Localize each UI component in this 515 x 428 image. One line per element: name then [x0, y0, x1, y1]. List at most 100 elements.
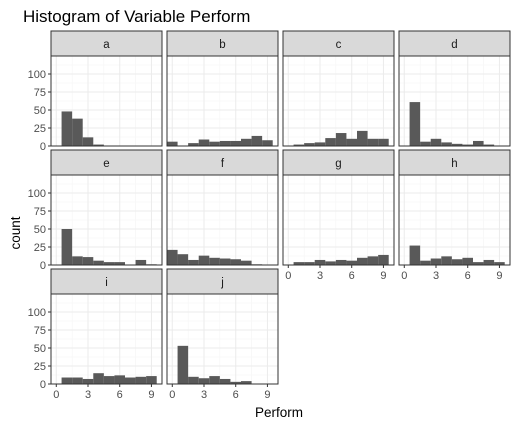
histogram-bar — [325, 261, 336, 265]
x-tick-label: 0 — [53, 389, 59, 401]
panel-border — [50, 293, 163, 385]
histogram-bar — [262, 140, 273, 146]
y-tick-label: 75 — [34, 87, 46, 99]
histogram-bar — [230, 259, 241, 265]
histogram-bar — [219, 258, 231, 265]
y-tick-label: 25 — [34, 123, 46, 135]
x-tick-label: 0 — [285, 270, 291, 282]
facet-panel-b: b — [166, 30, 279, 147]
facet-strip — [50, 149, 163, 176]
histogram-bar — [125, 377, 136, 384]
histogram-bar — [241, 138, 252, 146]
y-tick-label: 25 — [34, 361, 46, 373]
panel-border — [166, 293, 279, 385]
histogram-bar — [251, 135, 263, 146]
facet-panel-a: a 0 25 50 75 100 — [28, 30, 163, 153]
facet-strip-label: b — [219, 39, 225, 51]
histogram-bar — [93, 373, 104, 384]
histogram-bar — [114, 262, 125, 265]
x-tick-label: 9 — [264, 389, 270, 401]
histogram-bar — [241, 381, 252, 384]
chart-title: Histogram of Variable Perform — [23, 7, 250, 26]
histogram-bar — [473, 262, 484, 265]
y-tick-label: 75 — [34, 206, 46, 218]
histogram-bar — [93, 144, 104, 146]
x-axis-title: Perform — [255, 405, 303, 420]
histogram-bar — [357, 130, 368, 146]
histogram-bar — [304, 262, 315, 265]
histogram-bar — [72, 256, 83, 265]
histogram-bar — [430, 138, 442, 146]
histogram-bar — [314, 259, 326, 265]
histogram-bar — [82, 378, 94, 384]
histogram-bar — [409, 102, 421, 146]
facet-strip-label: h — [451, 158, 457, 170]
histogram-bar — [219, 378, 231, 384]
histogram-bar — [82, 137, 94, 146]
x-tick-label: 3 — [317, 270, 323, 282]
facet-strip-label: j — [220, 277, 224, 289]
histogram-bar — [473, 140, 484, 146]
histogram-bar — [135, 259, 147, 265]
x-tick-label: 6 — [465, 270, 471, 282]
y-tick-label: 25 — [34, 242, 46, 254]
histogram-bar — [188, 376, 199, 384]
histogram-bar — [177, 254, 189, 265]
histogram-bar — [209, 376, 220, 384]
x-tick-label: 3 — [433, 270, 439, 282]
x-tick-label: 9 — [496, 270, 502, 282]
panel-border — [398, 174, 511, 266]
panel-border — [166, 174, 279, 266]
histogram-bar — [209, 257, 220, 265]
panel-border — [50, 55, 163, 147]
facet-strip — [50, 30, 163, 57]
histogram-bar — [462, 257, 473, 265]
histogram-bar — [304, 143, 315, 146]
histogram-bar — [357, 257, 368, 265]
facet-panel-g: g 0 3 6 9 — [282, 149, 395, 282]
histogram-bar — [335, 259, 347, 265]
histogram-bar — [61, 111, 73, 146]
histogram-bar — [230, 140, 241, 146]
histogram-bar — [188, 259, 199, 265]
histogram-bar — [483, 259, 495, 265]
x-tick-label: 0 — [401, 270, 407, 282]
y-tick-label: 100 — [28, 307, 46, 319]
facet-strip-label: c — [336, 39, 342, 51]
facet-strip — [282, 30, 395, 57]
histogram-bar — [462, 144, 473, 146]
facet-strip — [166, 30, 279, 57]
histogram-bar — [293, 144, 305, 146]
y-tick-label: 75 — [34, 325, 46, 337]
histogram-bar — [72, 118, 83, 146]
y-tick-label: 100 — [28, 69, 46, 81]
histogram-bar — [430, 258, 442, 265]
facet-panel-c: c — [282, 30, 395, 147]
histogram-bar — [346, 138, 357, 146]
facet-panel-j: j 0 3 6 9 — [166, 268, 279, 401]
y-tick-label: 0 — [40, 141, 46, 153]
facet-strip-label: d — [451, 39, 457, 51]
histogram-bar — [441, 256, 452, 265]
histogram-bar — [346, 260, 357, 265]
facet-panel-d: d — [398, 30, 511, 147]
histogram-bar — [219, 140, 231, 146]
facet-strip-label: g — [335, 158, 341, 170]
y-tick-label: 50 — [34, 343, 46, 355]
panel-border — [50, 174, 163, 266]
histogram-bar — [293, 262, 305, 265]
histogram-bar — [61, 377, 73, 384]
facet-panel-e: e 0 25 50 75 100 — [28, 149, 163, 272]
histogram-bar — [198, 139, 210, 146]
histogram-bar — [378, 254, 389, 265]
histogram-bar — [314, 142, 326, 146]
facet-strip — [166, 268, 279, 295]
histogram-bar — [409, 245, 421, 265]
panel-border — [398, 55, 511, 147]
histogram-bar — [103, 376, 115, 384]
x-tick-label: 9 — [148, 389, 154, 401]
histogram-bar — [335, 133, 347, 146]
facet-strip-label: e — [103, 158, 109, 170]
histogram-bar — [325, 138, 336, 146]
